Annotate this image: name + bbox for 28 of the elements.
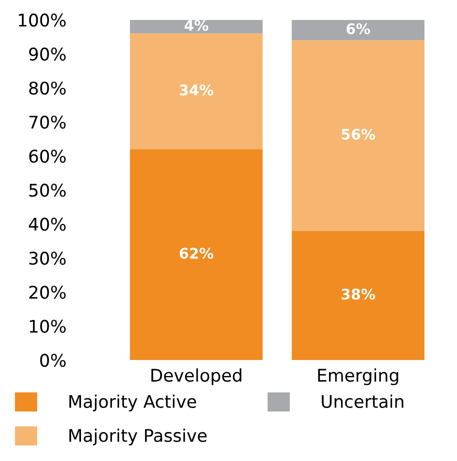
y-tick-label: 80% (29, 82, 66, 95)
data-label: 6% (346, 23, 370, 34)
data-label: 34% (180, 84, 214, 96)
bar (292, 20, 424, 40)
y-tick-label: 10% (30, 320, 66, 333)
data-label: 4% (184, 20, 208, 31)
y-tick-label: 100% (18, 14, 66, 27)
bar (292, 230, 424, 360)
bar (130, 20, 263, 34)
legend-label: Majority Active (69, 394, 196, 412)
legend-label: Majority Passive (69, 428, 207, 446)
data-label: 62% (180, 248, 214, 259)
y-tick-label: 30% (29, 252, 66, 265)
legend-label: Uncertain (322, 394, 404, 408)
y-tick-label: 70% (29, 116, 66, 129)
bar (130, 33, 263, 150)
data-label: 56% (342, 128, 376, 140)
x-tick-label: Emerging (318, 368, 398, 386)
y-tick-label: 90% (29, 48, 66, 61)
y-tick-label: 60% (29, 150, 66, 163)
data-label: 38% (342, 288, 376, 300)
bar (130, 149, 263, 360)
y-tick-label: 0% (40, 354, 66, 367)
y-tick-label: 50% (29, 184, 66, 197)
y-tick-label: 20% (29, 286, 66, 299)
bar (292, 40, 424, 231)
x-tick-label: Developed (151, 368, 242, 386)
y-tick-label: 40% (28, 218, 66, 231)
